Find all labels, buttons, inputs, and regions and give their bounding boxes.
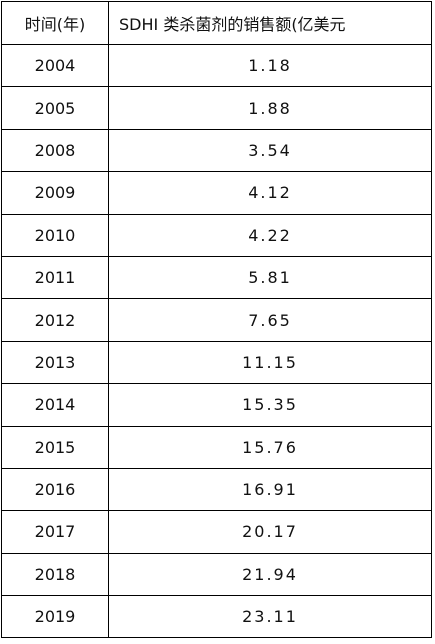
header-cell: SDHI 类杀菌剂的销售额(亿美元 <box>108 1 432 45</box>
sales-cell: 1.18 <box>108 43 432 88</box>
table-row: 2017 20.17 <box>1 510 432 554</box>
sales-cell: 15.35 <box>108 383 432 427</box>
sales-cell: 21.94 <box>108 552 432 597</box>
table-row: 2015 15.76 <box>1 425 432 469</box>
year-cell: 2016 <box>1 467 109 512</box>
year-cell: 2013 <box>1 340 109 385</box>
year-cell: 2004 <box>1 43 109 88</box>
year-cell: 2014 <box>1 383 109 427</box>
table-row: 2011 5.81 <box>1 255 432 300</box>
year-cell: 2011 <box>1 255 109 300</box>
header-cell: 时间(年) <box>1 1 109 45</box>
sales-cell: 20.17 <box>108 510 432 554</box>
table-row: 2004 1.18 <box>1 43 432 88</box>
table-body: 2004 1.18 2005 1.88 2008 3.54 2009 4.12 2010 4.22… <box>1 43 432 639</box>
year-cell: 2017 <box>1 510 109 554</box>
table-row: 2010 4.22 <box>1 213 432 257</box>
table-row: 2019 23.11 <box>1 595 432 639</box>
table-row: 2013 11.15 <box>1 340 432 385</box>
table-row: 2014 15.35 <box>1 383 432 427</box>
year-cell: 2008 <box>1 128 109 173</box>
sales-cell: 5.81 <box>108 255 432 300</box>
year-cell: 2012 <box>1 298 109 342</box>
sales-cell: 7.65 <box>108 298 432 342</box>
sales-cell: 16.91 <box>108 467 432 512</box>
sales-cell: 11.15 <box>108 340 432 385</box>
table-row: 2005 1.88 <box>1 86 432 130</box>
year-cell: 2010 <box>1 213 109 257</box>
header-row: 时间(年) SDHI 类杀菌剂的销售额(亿美元 <box>1 1 432 45</box>
year-cell: 2015 <box>1 425 109 469</box>
sales-cell: 4.22 <box>108 213 432 257</box>
sales-cell: 4.12 <box>108 171 432 215</box>
table-row: 2012 7.65 <box>1 298 432 342</box>
year-cell: 2005 <box>1 86 109 130</box>
year-cell: 2019 <box>1 595 109 639</box>
table-row: 2016 16.91 <box>1 467 432 512</box>
sales-cell: 1.88 <box>108 86 432 130</box>
year-cell: 2018 <box>1 552 109 597</box>
table-row: 2018 21.94 <box>1 552 432 597</box>
table-row: 2009 4.12 <box>1 171 432 215</box>
sales-cell: 3.54 <box>108 128 432 173</box>
table-row: 2008 3.54 <box>1 128 432 173</box>
sales-cell: 23.11 <box>108 595 432 639</box>
year-cell: 2009 <box>1 171 109 215</box>
sales-cell: 15.76 <box>108 425 432 469</box>
table-header: 时间(年) SDHI 类杀菌剂的销售额(亿美元 <box>1 1 432 45</box>
